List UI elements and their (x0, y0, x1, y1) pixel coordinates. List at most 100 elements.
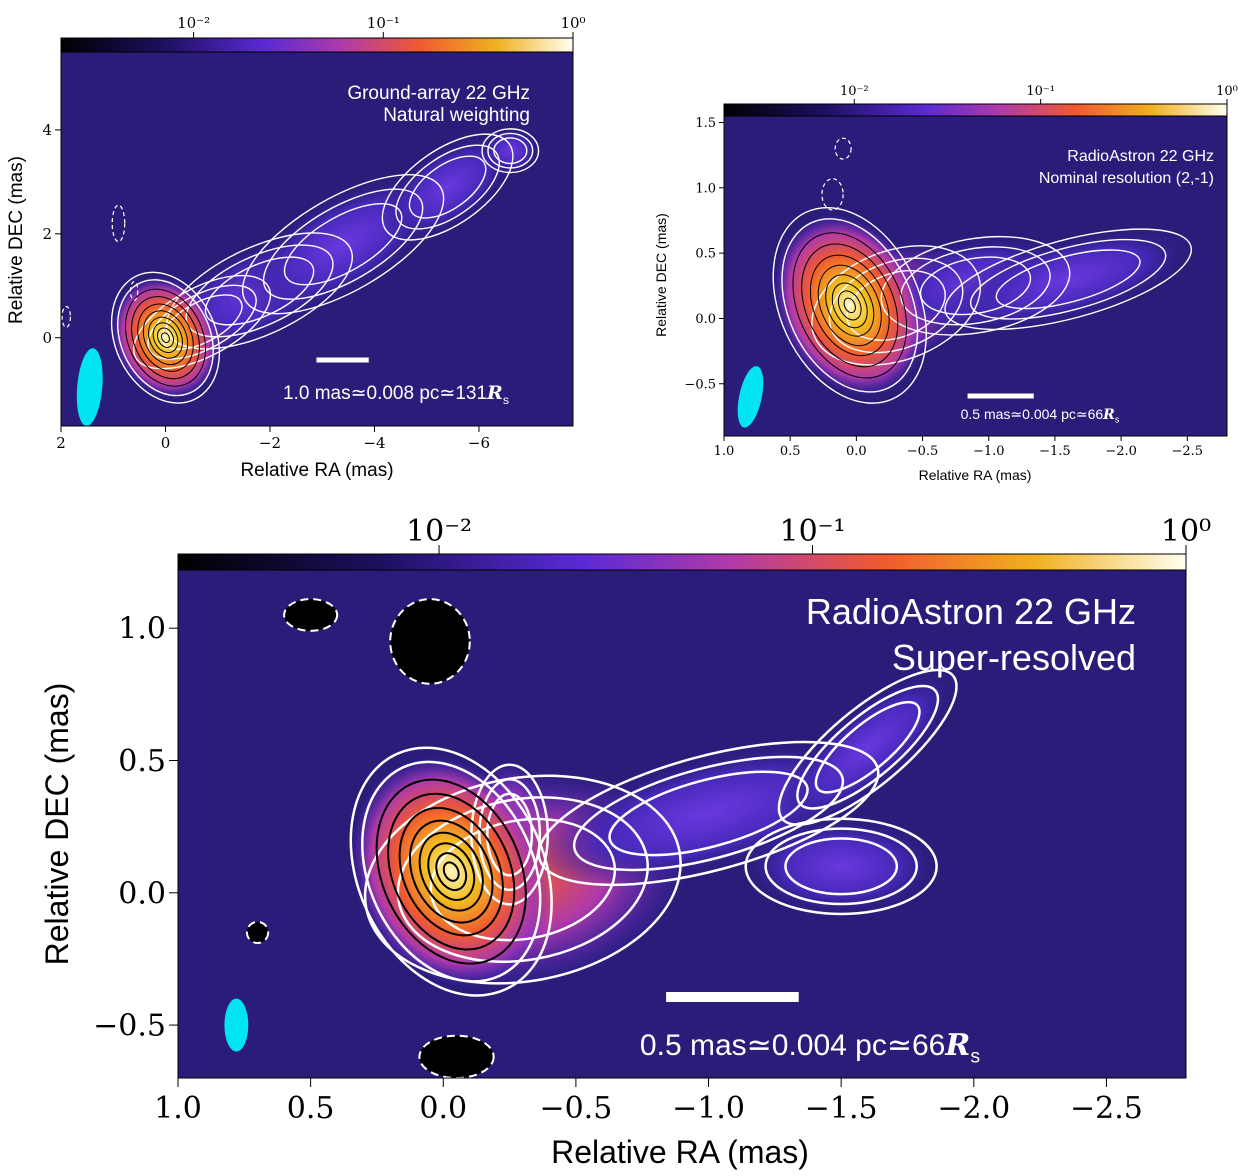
panel-radioastron-super: 10⁻² 10⁻¹ 10⁰ 1.0 0.5 0.0 −0.5 −1.0 −1.5 −2.0 −2.… (39, 514, 1211, 1170)
contour-jet-3-1 (395, 144, 500, 230)
y-tick-label-0: 0 (42, 329, 52, 347)
plot-frame (177, 569, 1187, 1079)
contour-core-2 (137, 303, 194, 372)
contour-core-3 (142, 310, 189, 366)
negative-contour-2 (245, 920, 270, 945)
scale-bar-label-prefix: 0.5 mas≃0.004 pc≃66 (961, 406, 1104, 422)
negative-contour-1 (61, 305, 72, 328)
x-tick-label-1: 0.5 (287, 1091, 335, 1126)
contour-core-4 (148, 316, 183, 359)
colorbar-tick-label-1: 10⁻¹ (367, 14, 400, 32)
y-tick-label-0: −0.5 (684, 377, 716, 392)
contour-core-6 (837, 290, 862, 321)
contour-jet-3-2 (408, 155, 487, 219)
scale-bar-label-symbol: R (1102, 407, 1115, 423)
image-area (178, 570, 1186, 1078)
contour-core-outer-0 (772, 206, 927, 404)
annotation-line-1: Super-resolved (892, 637, 1136, 678)
contour-core-5 (427, 842, 476, 901)
annotation-line-1: Natural weighting (383, 105, 530, 126)
scale-bar (316, 357, 369, 363)
contour-core-1 (131, 296, 200, 380)
y-axis-label: Relative DEC (mas) (653, 213, 669, 337)
contour-core-6 (156, 327, 175, 348)
negative-contour-3 (418, 1034, 495, 1078)
plot-frame (723, 115, 1228, 437)
contour-core-4 (418, 831, 484, 912)
x-axis-label: Relative RA (mas) (919, 467, 1032, 483)
y-axis-label: Relative DEC (mas) (6, 156, 27, 324)
core-emission (111, 277, 220, 399)
contour-jet-3-0 (381, 133, 514, 241)
contour-jet-1-0 (880, 235, 1071, 336)
annotation-line-0: Ground-array 22 GHz (347, 83, 530, 104)
scale-bar-label-subscript: s (970, 1046, 980, 1068)
colorbar-tick-label-0: 10⁻² (406, 514, 472, 549)
x-tick-label-2: 0.0 (419, 1091, 467, 1126)
contour-jet-4-2 (814, 700, 921, 794)
contour-core-7 (843, 297, 856, 314)
x-tick-label-0: 1.0 (154, 1091, 202, 1126)
contour-jet-4-0 (777, 668, 958, 826)
scale-bar-label-symbol: R (486, 382, 503, 404)
y-tick-label-2: 4 (42, 121, 52, 139)
contour-jet-2-2 (283, 202, 403, 286)
scale-bar-label-subscript: s (503, 393, 509, 407)
scale-bar-label-prefix: 0.5 mas≃0.004 pc≃66 (640, 1029, 945, 1062)
y-tick-label-4: 1.5 (695, 116, 716, 131)
contour-core-6 (435, 852, 468, 892)
contour-jet-3-0 (744, 817, 938, 916)
x-tick-label-2: −2 (259, 434, 281, 452)
contour-jet-2-0 (944, 228, 1193, 331)
beam-ellipse (224, 998, 249, 1052)
colorbar-tick-label-2: 10⁰ (560, 14, 585, 32)
x-tick-label-3: −0.5 (907, 444, 939, 459)
image-area (724, 116, 1227, 436)
x-tick-label-0: 2 (56, 434, 66, 452)
contour-jet-2-1 (572, 755, 845, 872)
scale-bar-label: 1.0 mas≃0.008 pc≃131Rs (283, 382, 509, 407)
scale-bar-label-prefix: 1.0 mas≃0.008 pc≃131 (283, 383, 487, 404)
contour-jet-1-1 (900, 246, 1051, 326)
y-axis-label: Relative DEC (mas) (39, 683, 75, 966)
contour-core-7 (442, 861, 460, 882)
panel-ground-array: 10⁻² 10⁻¹ 10⁰ 2 0 −2 −4 −6 0 2 4 Relative RA (mas)… (6, 14, 586, 481)
annotation-line-0: RadioAstron 22 GHz (1067, 148, 1214, 165)
x-tick-label-7: −2.5 (1070, 1091, 1143, 1126)
contour-core-1 (387, 792, 516, 951)
colorbar-tick-label-0: 10⁻² (177, 14, 210, 32)
scale-bar-label: 0.5 mas≃0.004 pc≃66Rs (961, 406, 1120, 425)
negative-contour-0 (834, 137, 852, 160)
y-tick-label-1: 0.0 (695, 312, 716, 327)
negative-contour-1 (283, 598, 339, 632)
contour-core-2 (809, 254, 890, 357)
contour-core-0 (124, 288, 207, 387)
x-tick-label-3: −0.5 (539, 1091, 612, 1126)
colorbar (60, 37, 574, 53)
scale-bar (666, 992, 799, 1002)
beam-ellipse (737, 366, 764, 428)
x-axis-label: Relative RA (mas) (240, 460, 393, 481)
scale-bar-label-symbol: R (944, 1028, 970, 1063)
negative-contour-0 (111, 204, 126, 243)
image-area (61, 52, 573, 426)
annotation-line-1: Nominal resolution (2,-1) (1039, 170, 1214, 187)
plot-frame (60, 51, 574, 427)
contour-core-outer-1 (361, 760, 542, 983)
jet-emission-3 (741, 816, 941, 916)
contour-jet-0-2 (846, 269, 946, 341)
x-tick-label-3: −4 (363, 434, 385, 452)
y-tick-label-2: 0.5 (695, 247, 716, 262)
contour-jet-4-2 (493, 137, 528, 165)
contour-core-5 (152, 322, 179, 354)
annotation-line-0: RadioAstron 22 GHz (806, 591, 1136, 632)
colorbar (177, 553, 1187, 571)
x-tick-label-6: −2.0 (1105, 444, 1137, 459)
x-tick-label-0: 1.0 (714, 444, 735, 459)
contour-jet-4-1 (796, 684, 940, 810)
beam-ellipse (76, 348, 103, 426)
x-tick-label-2: 0.0 (846, 444, 867, 459)
contour-core-outer-0 (110, 271, 221, 404)
contour-core-5 (831, 282, 868, 329)
x-tick-label-1: 0 (161, 434, 171, 452)
